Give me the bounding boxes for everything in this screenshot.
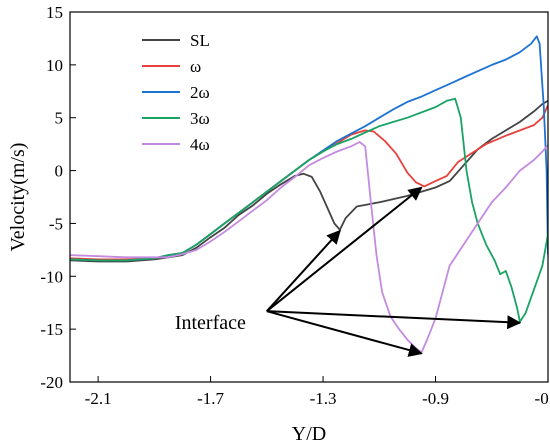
y-tick-label: 5: [55, 109, 64, 128]
y-axis-title: Velocity(m/s): [7, 143, 29, 252]
x-tick-label: -2.1: [85, 389, 112, 408]
legend-label: 4ω: [190, 135, 210, 154]
series-line-0: [70, 100, 548, 263]
legend-label: 2ω: [190, 83, 210, 102]
x-tick-label: -1.3: [310, 389, 337, 408]
plot-frame: [69, 11, 549, 383]
y-tick-label: 0: [55, 162, 64, 181]
x-axis-title: Y/D: [292, 423, 326, 445]
y-tick-label: 10: [46, 56, 63, 75]
annotation-arrow: [266, 229, 341, 312]
annotation-arrow: [266, 310, 423, 357]
y-axis-ticks: -20 -15 -10 -5 0 5 10 15: [40, 3, 76, 392]
y-tick-label: -10: [40, 267, 63, 286]
series-layer: [70, 35, 548, 354]
annotation-layer: Interface: [175, 186, 522, 357]
y-tick-label: -15: [40, 320, 63, 339]
annotation-arrow: [266, 310, 522, 330]
legend-label: SL: [190, 31, 210, 50]
series-line-1: [70, 104, 548, 261]
y-tick-label: -20: [40, 373, 63, 392]
legend-label: ω: [190, 57, 201, 76]
y-tick-label: -5: [49, 214, 63, 233]
x-tick-label: -0.5: [535, 389, 550, 408]
x-tick-label: -0.9: [422, 389, 449, 408]
y-tick-label: 15: [46, 3, 63, 22]
legend: SL ω 2ω 3ω 4ω: [142, 31, 210, 154]
x-axis-ticks: -2.1 -1.7 -1.3 -0.9 -0.5: [85, 376, 550, 408]
annotation-label: Interface: [175, 312, 246, 334]
x-tick-label: -1.7: [197, 389, 224, 408]
series-line-4: [70, 141, 548, 354]
annotation-arrow: [266, 186, 423, 312]
legend-label: 3ω: [190, 109, 210, 128]
series-line-3: [70, 97, 548, 323]
